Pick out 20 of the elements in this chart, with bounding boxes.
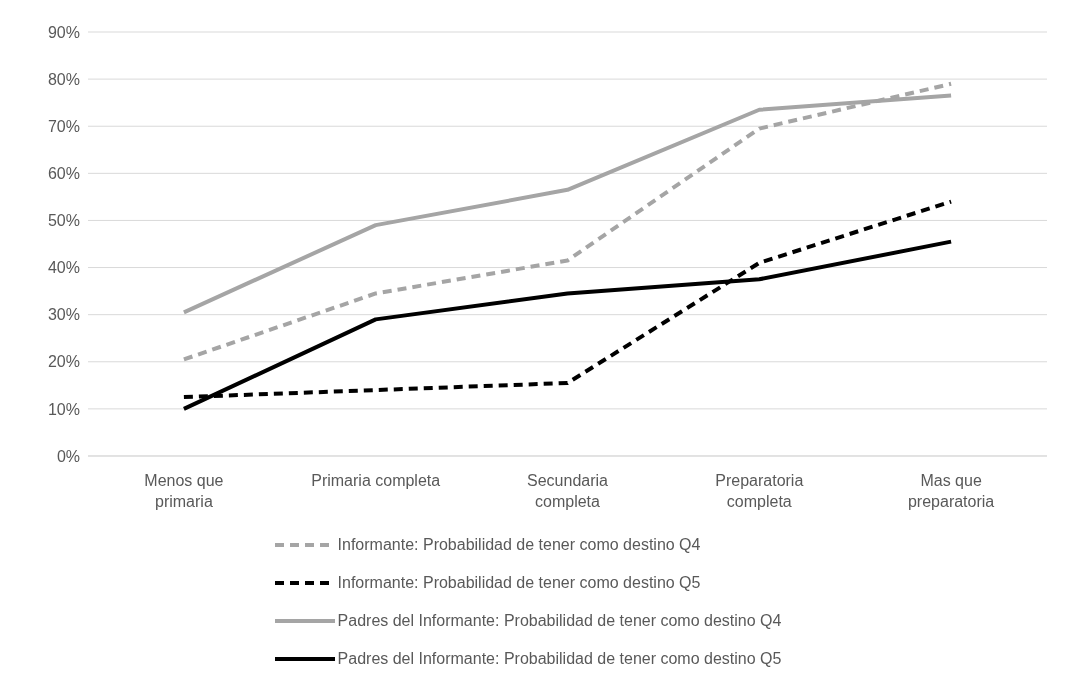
legend-label: Padres del Informante: Probabilidad de tener como destino Q4 (337, 612, 782, 630)
y-tick-label: 90% (47, 23, 80, 41)
legend-label: Informante: Probabilidad de tener como destino Q5 (337, 574, 701, 592)
y-tick-label: 10% (47, 400, 80, 418)
legend-label: Padres del Informante: Probabilidad de tener como destino Q5 (337, 650, 782, 668)
y-tick-label: 60% (47, 165, 80, 183)
y-tick-label: 20% (47, 353, 80, 371)
y-tick-label: 80% (47, 70, 80, 88)
y-tick-label: 0% (56, 447, 80, 465)
x-tick-label: Menos que primaria (144, 472, 224, 510)
x-tick-label: Primaria completa (311, 472, 441, 489)
x-tick-label: Preparatoria completa (715, 472, 804, 510)
legend-label: Informante: Probabilidad de tener como destino Q4 (337, 536, 701, 554)
x-tick-label: Mas que preparatoria (907, 472, 995, 510)
y-tick-label: 70% (47, 117, 80, 135)
x-tick-label: Secundaria completa (527, 472, 609, 510)
y-tick-label: 40% (47, 259, 80, 277)
y-tick-label: 30% (47, 306, 80, 324)
y-tick-label: 50% (47, 212, 80, 230)
line-series (181, 81, 954, 362)
